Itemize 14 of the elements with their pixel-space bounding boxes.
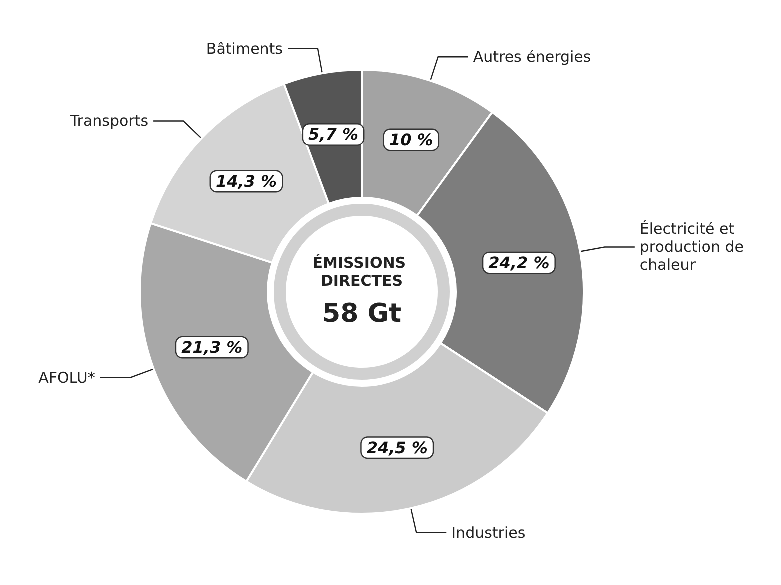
data-label: 5,7 %: [308, 125, 359, 144]
data-label: 24,5 %: [366, 438, 428, 458]
slice-label: Transports: [69, 112, 149, 130]
data-label: 24,2 %: [488, 254, 550, 273]
slice-label: Électricité et production de chaleur: [640, 220, 749, 274]
data-label: 14,3 %: [216, 172, 278, 191]
data-label: 10 %: [389, 130, 434, 150]
slice-label: Bâtiments: [206, 40, 284, 58]
slice-label: AFOLU*: [38, 368, 96, 387]
slice-label: Autres énergies: [473, 48, 592, 66]
text: 58 Gt: [322, 299, 402, 329]
data-label: 21,3 %: [182, 338, 243, 358]
text: ÉMISSIONS DIRECTES: [312, 254, 412, 290]
slice-label: Industries: [452, 524, 526, 542]
